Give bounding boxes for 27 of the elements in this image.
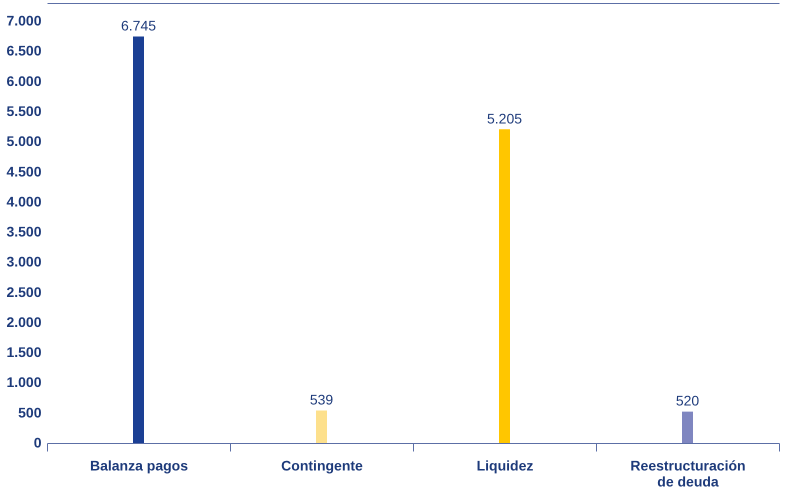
y-tick-label: 3.500 bbox=[6, 224, 42, 240]
bar bbox=[133, 36, 144, 443]
bar bbox=[682, 412, 693, 443]
bar bbox=[499, 129, 510, 443]
data-label: 520 bbox=[676, 392, 700, 409]
y-tick-label: 4.000 bbox=[6, 193, 42, 210]
y-tick-label: 7.000 bbox=[6, 12, 42, 29]
x-tick-label: Reestructuración de deuda bbox=[630, 458, 746, 490]
x-tick-label: Liquidez bbox=[476, 458, 534, 474]
y-tick-label: 0 bbox=[34, 434, 42, 450]
x-tick-label: Balanza pagos bbox=[90, 458, 188, 474]
data-label: 539 bbox=[310, 392, 334, 408]
y-tick-label: 4.500 bbox=[6, 163, 42, 180]
y-tick-label: 2.500 bbox=[6, 284, 42, 300]
data-label: 5.205 bbox=[486, 110, 522, 126]
data-label: 6.745 bbox=[120, 17, 156, 34]
y-tick-label: 5.000 bbox=[6, 133, 42, 150]
x-tick-label: Contingente bbox=[281, 458, 364, 474]
y-tick-label: 6.000 bbox=[6, 72, 42, 89]
y-tick-label: 6.500 bbox=[6, 42, 42, 59]
y-tick-label: 5.500 bbox=[6, 102, 42, 119]
y-tick-label: 500 bbox=[18, 404, 42, 420]
y-tick-label: 2.000 bbox=[6, 314, 42, 330]
y-tick-label: 1.000 bbox=[6, 374, 42, 390]
y-tick-label: 1.500 bbox=[6, 344, 42, 360]
bar bbox=[316, 410, 327, 443]
y-tick-label: 3.000 bbox=[6, 254, 42, 270]
